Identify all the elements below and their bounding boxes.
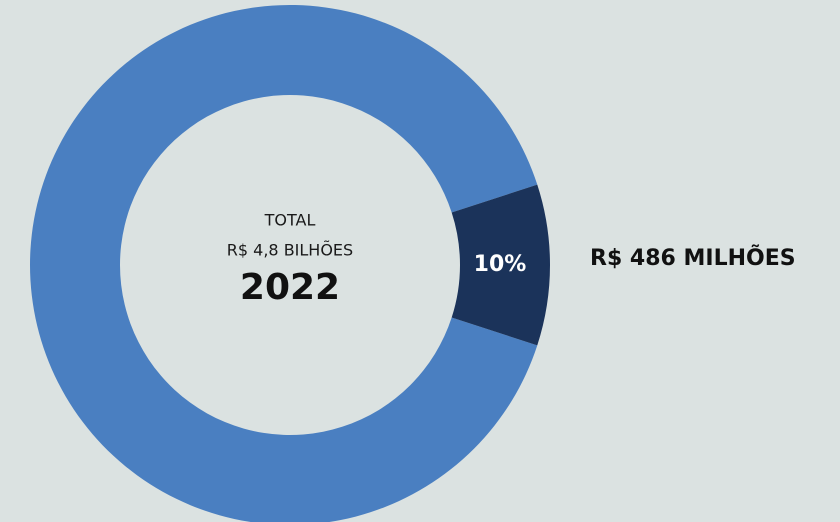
category-label: R$ 486 MILHÕES bbox=[590, 245, 796, 271]
donut bbox=[30, 5, 550, 522]
center-label: TOTAL bbox=[264, 211, 316, 230]
donut-segment bbox=[451, 184, 550, 346]
value-label: 10% bbox=[474, 252, 527, 277]
center-year: 2022 bbox=[240, 267, 340, 308]
donut-segment bbox=[30, 5, 538, 522]
center-label: R$ 4,8 BILHÕES bbox=[227, 241, 353, 260]
